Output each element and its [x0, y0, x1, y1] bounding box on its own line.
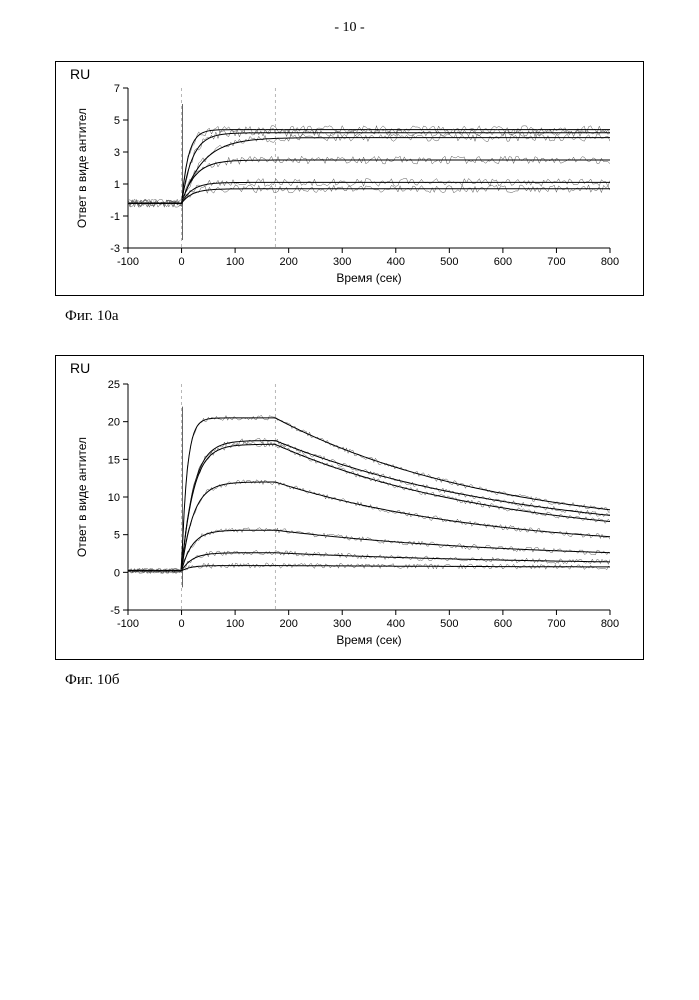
chart-a-svg: -100 0 100 200 300 400 500 600 700 800 -3 -1 1 3 5 7 Вре…: [62, 66, 622, 291]
svg-text:0: 0: [178, 256, 184, 268]
svg-text:1: 1: [114, 179, 120, 191]
svg-text:Ответ в виде антител: Ответ в виде антител: [75, 437, 89, 557]
svg-text:25: 25: [108, 379, 120, 391]
svg-text:5: 5: [114, 530, 120, 542]
page-number: - 10 -: [55, 20, 644, 36]
svg-text:100: 100: [226, 256, 244, 268]
svg-text:0: 0: [114, 567, 120, 579]
svg-text:400: 400: [387, 618, 405, 630]
svg-text:300: 300: [333, 618, 351, 630]
svg-text:-5: -5: [110, 605, 120, 617]
svg-text:3: 3: [114, 147, 120, 159]
chart-b-container: RU -1000100200300400500600700800-5051015…: [55, 355, 644, 660]
svg-text:-100: -100: [117, 618, 139, 630]
svg-text:700: 700: [547, 256, 565, 268]
svg-text:Время (сек): Время (сек): [336, 633, 401, 647]
svg-text:400: 400: [387, 256, 405, 268]
svg-text:15: 15: [108, 454, 120, 466]
svg-text:0: 0: [178, 618, 184, 630]
chart-a-container: RU -1000100200300400500600700800-3-11357…: [55, 61, 644, 296]
svg-text:100: 100: [226, 618, 244, 630]
svg-text:10: 10: [108, 492, 120, 504]
svg-text:20: 20: [108, 417, 120, 429]
svg-text:-100: -100: [117, 256, 139, 268]
svg-text:500: 500: [440, 256, 458, 268]
svg-text:600: 600: [494, 618, 512, 630]
svg-text:5: 5: [114, 115, 120, 127]
svg-text:7: 7: [114, 83, 120, 95]
chart-b-svg: -100 0 100 200 300 400 500 600 700 800 -5 0 5 10 15 20 2…: [62, 360, 622, 655]
svg-text:800: 800: [601, 618, 619, 630]
svg-text:-1: -1: [110, 211, 120, 223]
svg-text:800: 800: [601, 256, 619, 268]
svg-text:600: 600: [494, 256, 512, 268]
svg-text:200: 200: [279, 256, 297, 268]
svg-text:200: 200: [279, 618, 297, 630]
svg-text:Ответ в виде антител: Ответ в виде антител: [75, 108, 89, 228]
chart-b-caption: Фиг. 10б: [65, 672, 644, 689]
svg-text:500: 500: [440, 618, 458, 630]
svg-text:-3: -3: [110, 243, 120, 255]
svg-text:700: 700: [547, 618, 565, 630]
chart-a-caption: Фиг. 10а: [65, 308, 644, 325]
svg-text:Время (сек): Время (сек): [336, 271, 401, 285]
svg-text:300: 300: [333, 256, 351, 268]
